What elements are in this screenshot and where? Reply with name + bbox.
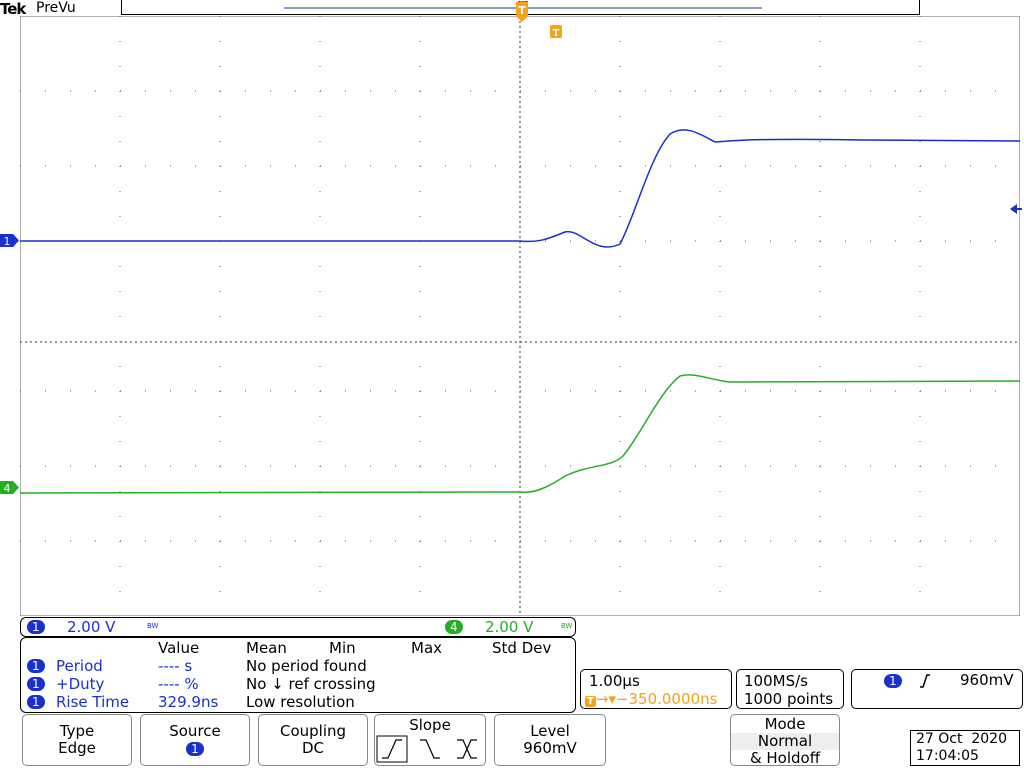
measurement-note: No period found [246, 657, 367, 675]
svg-text:T: T [518, 4, 526, 17]
timebase-scale: 1.00µs [589, 672, 640, 690]
ch4-ground-marker[interactable]: 4 [0, 480, 20, 495]
trigger-readout[interactable]: 1 960mV [851, 669, 1023, 709]
slope-options [376, 735, 477, 763]
trigger-tag-icon: T [585, 696, 596, 707]
slope-label: Slope [409, 716, 451, 734]
time: 17:04:05 [916, 748, 979, 764]
measurement-ch-badge: 1 [27, 677, 45, 691]
ch1-bw-limit-icon: BW [147, 622, 159, 630]
coupling-label: Coupling [279, 722, 347, 740]
header-value: Value [158, 639, 200, 657]
ch4-badge[interactable]: 4 [445, 620, 463, 634]
measurement-row[interactable]: 1 Rise Time 329.9ns Low resolution [21, 693, 575, 711]
waveform-display[interactable] [20, 16, 1020, 616]
rising-edge-icon [920, 674, 930, 688]
datetime-display: 27 Oct 2020 17:04:05 [910, 730, 1020, 766]
trigger-level-value: 960mV [960, 671, 1014, 689]
sample-rate: 100MS/s [744, 672, 808, 690]
measurement-name: Rise Time [56, 693, 130, 711]
menu-coupling-button[interactable]: Coupling DC [258, 714, 368, 766]
date: 27 Oct 2020 [916, 731, 1007, 747]
measurements-panel: Value Mean Min Max Std Dev 1 Period ----… [20, 637, 576, 713]
trigger-position-marker[interactable]: T [514, 0, 530, 24]
ch4-bw-limit-icon: BW [561, 622, 573, 630]
measurement-name: +Duty [56, 675, 105, 693]
ch1-ground-marker[interactable]: 1 [0, 233, 20, 248]
menu-source-button[interactable]: Source 1 [140, 714, 250, 766]
record-length: 1000 points [744, 690, 834, 708]
ch4-waveform [20, 374, 1020, 494]
falling-slope-icon [420, 739, 440, 759]
trigger-delay: T →▾−350.0000ns [585, 690, 718, 708]
type-value: Edge [58, 739, 96, 757]
measurement-row[interactable]: 1 +Duty ---- % No ↓ ref crossing [21, 675, 575, 693]
svg-text:T: T [553, 28, 560, 39]
measurement-note: Low resolution [246, 693, 355, 711]
ch1-scale: 2.00 V [67, 618, 116, 636]
acquisition-status: PreVu [36, 0, 76, 16]
brand-logo: Tek [0, 0, 26, 18]
ch1-badge[interactable]: 1 [27, 620, 45, 634]
timebase-readout[interactable]: 1.00µs T →▾−350.0000ns [580, 669, 732, 709]
source-label: Source [169, 722, 221, 740]
menu-level-button[interactable]: Level 960mV [494, 714, 606, 766]
acquisition-readout[interactable]: 100MS/s 1000 points [736, 669, 844, 709]
ch4-scale: 2.00 V [485, 618, 534, 636]
type-label: Type [59, 722, 95, 740]
header-max: Max [411, 639, 443, 657]
either-slope-icon [457, 739, 477, 759]
header-mean: Mean [246, 639, 287, 657]
menu-slope-button[interactable]: Slope [374, 714, 486, 766]
trigger-source-badge: 1 [884, 674, 902, 688]
measurement-header-row: Value Mean Min Max Std Dev [21, 639, 575, 657]
source-ch-badge: 1 [186, 742, 204, 756]
graticule-center-axes [20, 16, 1020, 616]
measurement-name: Period [56, 657, 103, 675]
measurement-value: 329.9ns [158, 693, 219, 711]
measurement-value: ---- % [158, 675, 199, 693]
menu-type-button[interactable]: Type Edge [22, 714, 132, 766]
level-value: 960mV [523, 739, 577, 757]
svg-text:4: 4 [4, 482, 11, 495]
svg-text:1: 1 [4, 235, 11, 248]
mode-holdoff: & Holdoff [749, 749, 821, 767]
measurement-ch-badge: 1 [27, 659, 45, 673]
rising-slope-icon [382, 739, 402, 759]
trigger-point-icon: T [550, 25, 562, 39]
header-min: Min [329, 639, 356, 657]
trigger-level-marker[interactable] [1008, 203, 1022, 215]
channel-scale-bar: 1 2.00 V BW 4 2.00 V BW [20, 617, 576, 637]
measurement-note: No ↓ ref crossing [246, 675, 376, 693]
measurement-ch-badge: 1 [27, 695, 45, 709]
coupling-value: DC [301, 739, 325, 757]
menu-mode-button[interactable]: Mode Normal & Holdoff [730, 714, 840, 767]
level-label: Level [530, 722, 570, 740]
measurement-value: ---- s [158, 657, 193, 675]
mode-value: Normal [731, 733, 839, 750]
ch1-waveform [20, 129, 1020, 248]
mode-label: Mode [764, 715, 806, 733]
measurement-row[interactable]: 1 Period ---- s No period found [21, 657, 575, 675]
header-std-dev: Std Dev [492, 639, 552, 657]
